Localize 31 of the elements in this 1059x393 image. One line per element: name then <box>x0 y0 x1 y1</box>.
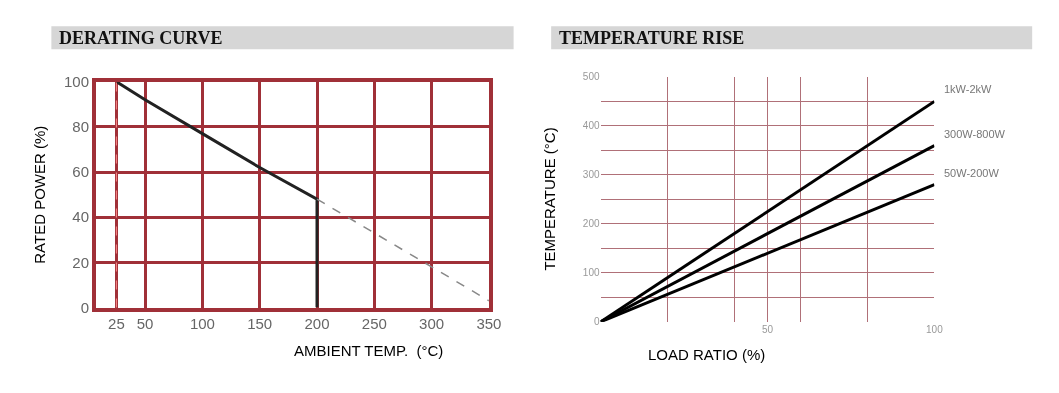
x-tick-label: 50 <box>761 323 774 335</box>
series-label: 50W-200W <box>944 167 1000 179</box>
x-axis-title: AMBIENT TEMP. (°C) <box>294 342 444 359</box>
y-tick-label: 500 <box>582 71 600 83</box>
y-tick-label: 0 <box>80 298 90 316</box>
x-tick-label: 250 <box>361 315 387 333</box>
x-tick-label: 300 <box>419 315 445 333</box>
x-tick-label: 150 <box>247 315 273 333</box>
x-axis-title: LOAD RATIO (%) <box>648 346 766 363</box>
x-tick-label: 50 <box>136 315 154 333</box>
x-tick-label: 350 <box>476 315 502 333</box>
x-tick-label: 25 <box>108 315 125 333</box>
y-tick-label: 80 <box>72 118 90 136</box>
y-axis-title: TEMPERATURE (°C) <box>540 127 558 271</box>
y-tick-label: 300 <box>582 169 600 181</box>
y-tick-label: 0 <box>593 316 600 328</box>
x-tick-label: 200 <box>304 315 330 333</box>
y-tick-label: 40 <box>72 208 90 226</box>
chart-title: TEMPERATURE RISE <box>559 28 745 48</box>
y-axis-title: RATED POWER (%) <box>30 125 48 264</box>
x-tick-label: 100 <box>926 323 944 335</box>
x-tick-label: 100 <box>189 315 215 333</box>
y-tick-label: 200 <box>582 218 600 230</box>
y-tick-label: 20 <box>72 253 90 271</box>
y-tick-label: 100 <box>582 267 600 279</box>
y-tick-label: 400 <box>582 120 600 132</box>
chart-title: DERATING CURVE <box>59 28 223 48</box>
y-tick-label: 60 <box>72 163 90 181</box>
y-tick-label: 100 <box>64 72 90 90</box>
series-label: 1kW-2kW <box>944 83 993 95</box>
series-label: 300W-800W <box>944 128 1006 140</box>
